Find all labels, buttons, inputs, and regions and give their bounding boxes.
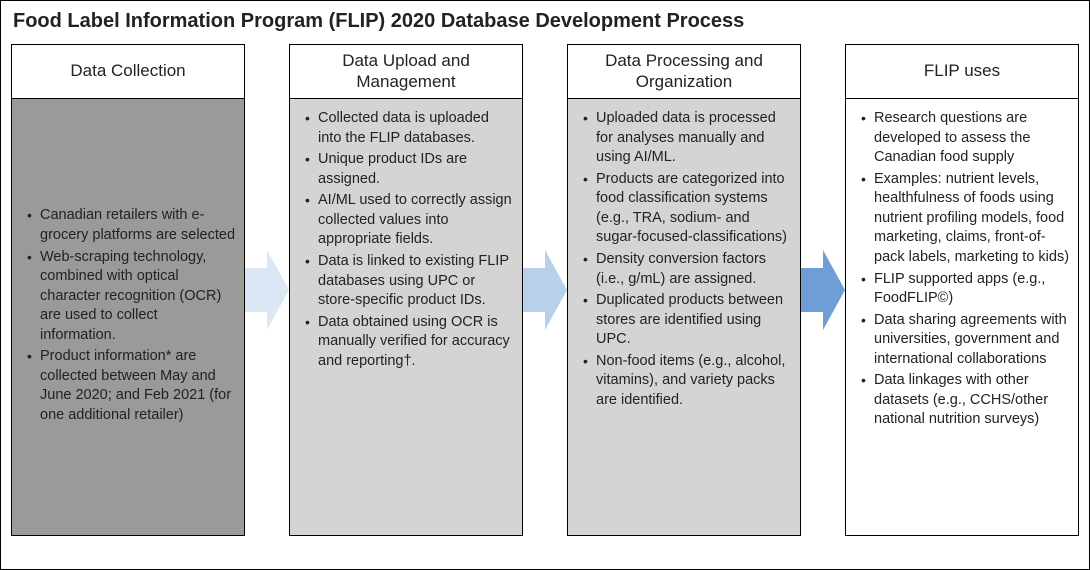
stage-header: Data Processing and Organization bbox=[568, 45, 800, 99]
bullet-item: Non-food items (e.g., alcohol, vitamins)… bbox=[574, 352, 792, 411]
bullet-list: Research questions are developed to asse… bbox=[852, 109, 1070, 432]
stage-flip-uses: FLIP uses Research questions are develop… bbox=[845, 44, 1079, 536]
stage-body: Research questions are developed to asse… bbox=[846, 99, 1078, 535]
bullet-item: Research questions are developed to asse… bbox=[852, 109, 1070, 168]
stage-header: Data Collection bbox=[12, 45, 244, 99]
bullet-list: Collected data is uploaded into the FLIP… bbox=[296, 109, 514, 373]
bullet-item: Web-scraping technology, combined with o… bbox=[18, 248, 236, 346]
bullet-item: Examples: nutrient levels, healthfulness… bbox=[852, 170, 1070, 268]
bullet-item: Data linkages with other datasets (e.g.,… bbox=[852, 371, 1070, 430]
arrow-icon bbox=[801, 44, 845, 536]
bullet-item: Uploaded data is processed for analyses … bbox=[574, 109, 792, 168]
bullet-item: Data is linked to existing FLIP database… bbox=[296, 252, 514, 311]
bullet-item: AI/ML used to correctly assign collected… bbox=[296, 191, 514, 250]
bullet-item: Canadian retailers with e-grocery platfo… bbox=[18, 206, 236, 245]
bullet-list: Canadian retailers with e-grocery platfo… bbox=[18, 206, 236, 427]
bullet-item: Density conversion factors (i.e., g/mL) … bbox=[574, 250, 792, 289]
bullet-item: Product information* are collected betwe… bbox=[18, 347, 236, 425]
stage-body: Collected data is uploaded into the FLIP… bbox=[290, 99, 522, 535]
bullet-item: FLIP supported apps (e.g., FoodFLIP©) bbox=[852, 270, 1070, 309]
process-flow: Data Collection Canadian retailers with … bbox=[1, 38, 1089, 546]
stage-body: Canadian retailers with e-grocery platfo… bbox=[12, 99, 244, 535]
stage-header: FLIP uses bbox=[846, 45, 1078, 99]
page-title: Food Label Information Program (FLIP) 20… bbox=[1, 1, 1089, 38]
bullet-item: Data sharing agreements with universitie… bbox=[852, 311, 1070, 370]
bullet-item: Data obtained using OCR is manually veri… bbox=[296, 313, 514, 372]
bullet-list: Uploaded data is processed for analyses … bbox=[574, 109, 792, 412]
stage-data-collection: Data Collection Canadian retailers with … bbox=[11, 44, 245, 536]
bullet-item: Duplicated products between stores are i… bbox=[574, 291, 792, 350]
arrow-icon bbox=[245, 44, 289, 536]
arrow-icon bbox=[523, 44, 567, 536]
stage-data-upload: Data Upload and Management Collected dat… bbox=[289, 44, 523, 536]
bullet-item: Products are categorized into food class… bbox=[574, 170, 792, 248]
bullet-item: Collected data is uploaded into the FLIP… bbox=[296, 109, 514, 148]
stage-data-processing: Data Processing and Organization Uploade… bbox=[567, 44, 801, 536]
stage-body: Uploaded data is processed for analyses … bbox=[568, 99, 800, 535]
stage-header: Data Upload and Management bbox=[290, 45, 522, 99]
bullet-item: Unique product IDs are assigned. bbox=[296, 150, 514, 189]
